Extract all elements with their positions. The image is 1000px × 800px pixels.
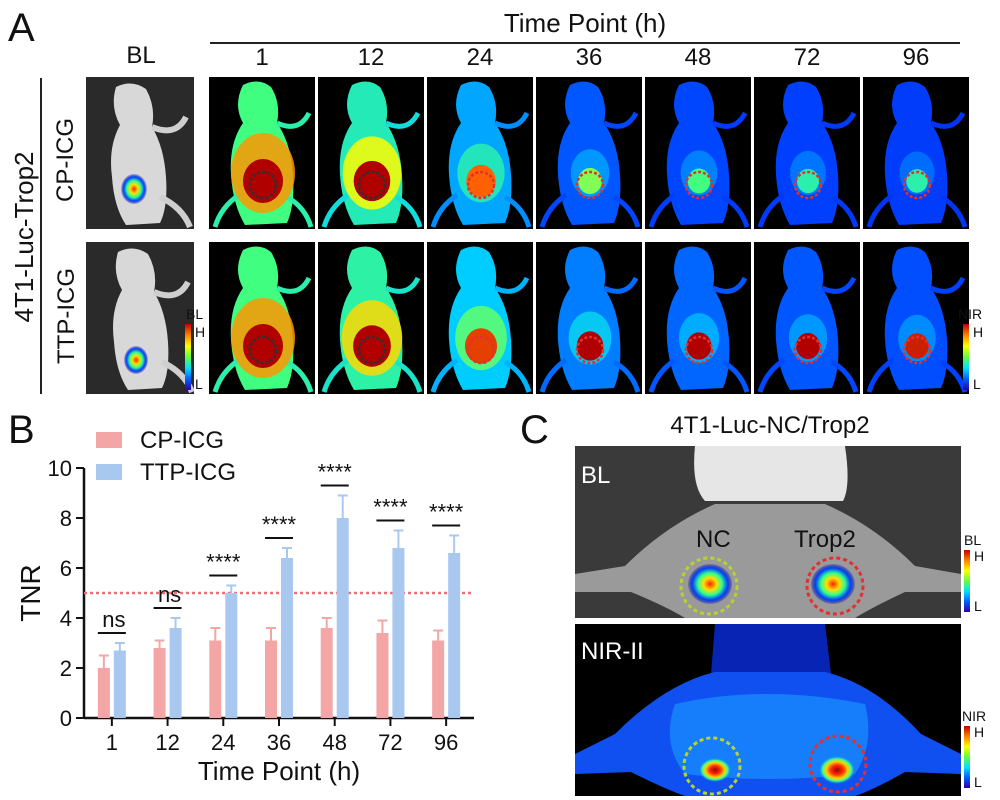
time-header-rule <box>210 42 960 44</box>
legend-swatch <box>96 464 122 480</box>
time-point-label: 1 <box>255 44 269 71</box>
bar <box>113 650 126 718</box>
bl-scale-high: H <box>195 324 206 340</box>
y-tick-label: 10 <box>48 456 72 481</box>
time-point-label: 12 <box>357 44 385 71</box>
bl-scale-low: L <box>195 376 203 392</box>
panel-c-bl-image <box>575 446 961 618</box>
bar <box>281 558 293 718</box>
panel-c-bl-tag: BL <box>581 462 611 489</box>
y-tick-label: 6 <box>60 556 72 581</box>
bar <box>225 593 238 718</box>
y-tick-label: 4 <box>60 606 72 631</box>
time-point-label: 96 <box>902 44 930 71</box>
nir-image-tile <box>209 77 315 229</box>
c-bl-scale-title: BL <box>964 532 982 548</box>
nir-image-tile <box>318 242 424 394</box>
nir-image-tile <box>645 242 751 394</box>
time-point-label: 36 <box>575 44 603 71</box>
legend-swatch <box>96 432 122 448</box>
nir-image-tile <box>863 77 969 229</box>
nir-scale-title: NIR <box>958 306 983 322</box>
significance-label: ns <box>158 582 181 607</box>
legend-label: TTP-ICG <box>140 459 236 486</box>
bl-scale-bar <box>185 324 191 390</box>
trop2-label: Trop2 <box>794 526 856 553</box>
row-label-cp-icg: CP-ICG <box>52 118 79 202</box>
bar <box>336 518 349 718</box>
model-label: 4T1-Luc-Trop2 <box>9 151 39 323</box>
nir-image-tile <box>318 77 424 229</box>
panel-c-nir-image <box>575 624 961 796</box>
c-bl-scale-low: L <box>974 598 982 614</box>
nir-image-tile <box>427 77 533 229</box>
significance-label: **** <box>429 500 464 525</box>
nc-label: NC <box>696 526 731 553</box>
significance-label: **** <box>262 512 297 537</box>
bar <box>432 640 445 718</box>
significance-label: **** <box>318 460 353 485</box>
x-tick-label: 12 <box>155 730 179 755</box>
x-tick-label: 1 <box>106 730 118 755</box>
bar <box>153 648 166 718</box>
nir-scale-high: H <box>973 324 984 340</box>
bar <box>392 548 405 718</box>
nir-scale-bar <box>963 324 969 390</box>
nir-image-tile <box>536 77 642 229</box>
bar <box>209 640 222 718</box>
time-point-header: Time Point (h) <box>503 8 667 38</box>
x-tick-label: 24 <box>211 730 235 755</box>
panel-c-title: 4T1-Luc-NC/Trop2 <box>670 412 870 439</box>
legend-label: CP-ICG <box>140 427 224 454</box>
baseline-label: BL <box>126 42 156 69</box>
significance-label: **** <box>373 495 408 520</box>
x-tick-label: 36 <box>267 730 291 755</box>
bar <box>376 633 389 718</box>
row-label-ttp-icg: TTP-ICG <box>53 268 80 364</box>
c-bl-scale-high: H <box>974 548 985 564</box>
bar <box>169 628 182 718</box>
nir-image-tile <box>427 242 533 394</box>
nir-scale-low: L <box>973 376 981 392</box>
model-label-rule <box>40 78 42 394</box>
bar <box>265 640 277 718</box>
x-axis-label: Time Point (h) <box>198 756 360 786</box>
c-nir-scale-low: L <box>974 774 982 790</box>
nir-image-tile <box>536 242 642 394</box>
significance-label: ns <box>102 607 125 632</box>
baseline-image-cp-icg <box>86 77 194 229</box>
x-tick-label: 72 <box>378 730 402 755</box>
bar <box>448 553 461 718</box>
bl-scale-title: BL <box>186 306 204 322</box>
panel-letter-a: A <box>8 6 35 50</box>
bar <box>320 628 333 718</box>
panel-c-nir-tag: NIR-II <box>581 638 644 665</box>
x-tick-label: 48 <box>322 730 346 755</box>
y-axis-label: TNR <box>15 564 46 622</box>
time-point-label: 72 <box>793 44 821 71</box>
significance-label: **** <box>206 550 241 575</box>
nir-image-tile <box>754 77 860 229</box>
panel-letter-c: C <box>520 408 549 452</box>
panel-letter-b: B <box>8 408 35 452</box>
nir-image-tile <box>209 242 315 394</box>
c-bl-scale-bar <box>964 550 970 612</box>
y-tick-label: 8 <box>60 506 72 531</box>
nir-image-tile <box>863 242 969 394</box>
c-nir-scale-high: H <box>974 724 985 740</box>
c-nir-scale-bar <box>964 726 970 788</box>
bar <box>97 668 110 718</box>
baseline-image-ttp-icg <box>86 242 194 394</box>
nir-image-tile <box>645 77 751 229</box>
nir-image-tile <box>754 242 860 394</box>
time-point-label: 24 <box>466 44 494 71</box>
x-tick-label: 96 <box>434 730 458 755</box>
y-tick-label: 2 <box>60 656 72 681</box>
time-point-label: 48 <box>684 44 712 71</box>
y-tick-label: 0 <box>60 706 72 731</box>
c-nir-scale-title: NIR <box>962 708 987 724</box>
